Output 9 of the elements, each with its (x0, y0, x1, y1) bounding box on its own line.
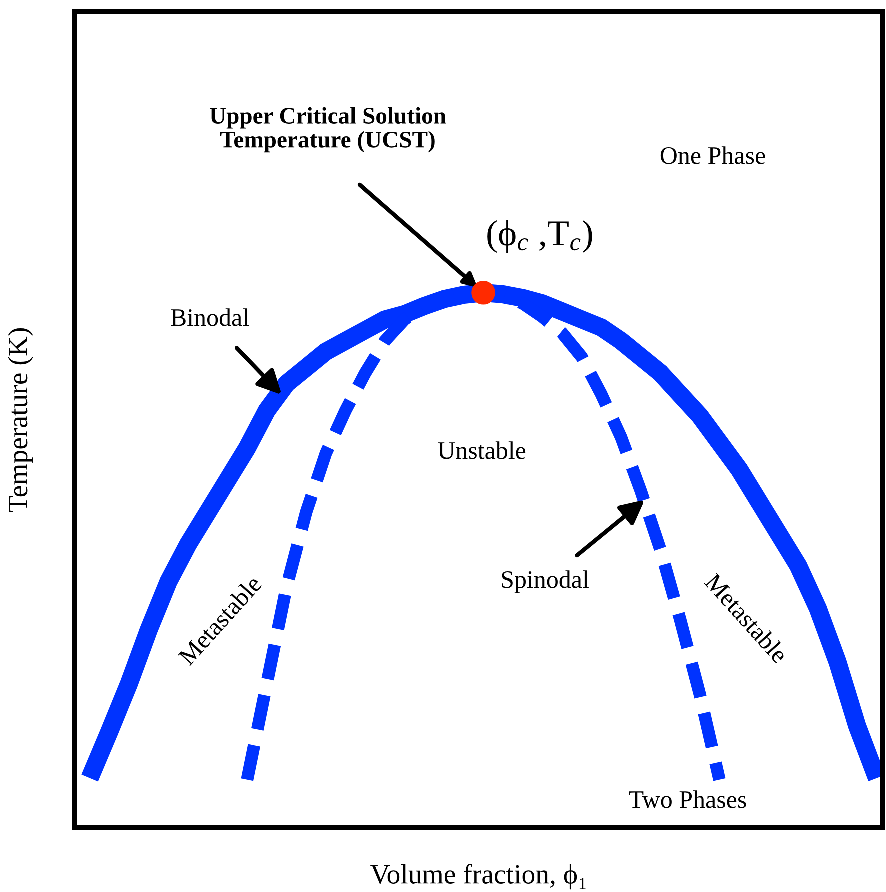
text: Upper Critical Solution Temperature (UCST) (210, 107, 446, 153)
text: One Phase (660, 146, 766, 164)
annotation: Two Phases (629, 790, 746, 808)
y-axis-title: Temperature (K) (8, 328, 34, 512)
text: Spinodal (502, 570, 589, 594)
annotation: Unstable (438, 442, 526, 460)
x-axis-title: Volume fraction, ϕ₁ (370, 864, 586, 890)
text: (ϕ$_{c}$ ,T$_{c}$) (488, 220, 592, 254)
text: Binodal (171, 308, 250, 326)
